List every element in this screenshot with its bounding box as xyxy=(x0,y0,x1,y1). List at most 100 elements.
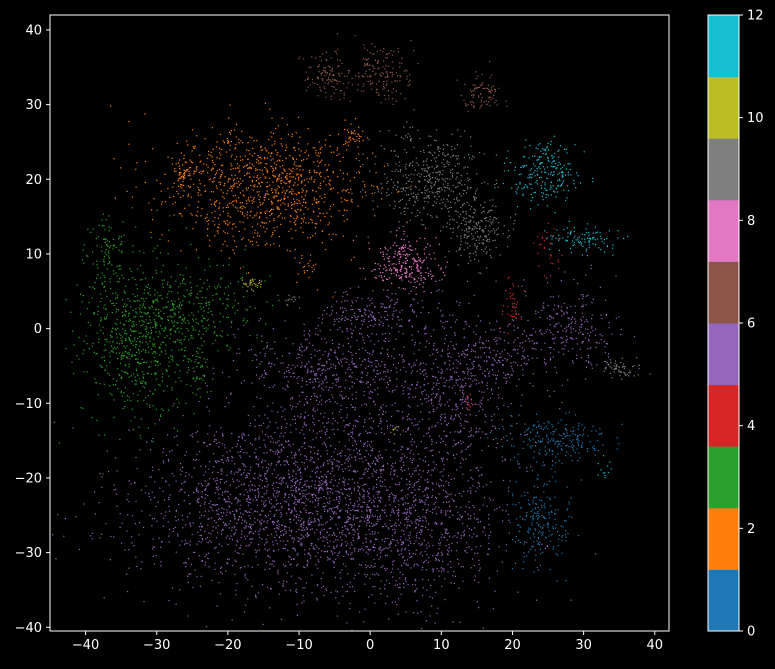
data-point xyxy=(503,372,505,374)
data-point xyxy=(336,154,338,157)
data-point xyxy=(556,323,558,325)
data-point xyxy=(496,339,498,341)
data-point xyxy=(283,460,285,462)
data-point xyxy=(267,586,269,588)
data-point xyxy=(113,484,115,486)
data-point xyxy=(260,524,262,526)
data-point xyxy=(193,551,195,553)
data-point xyxy=(294,461,297,463)
data-point xyxy=(556,313,558,315)
data-point xyxy=(550,347,552,349)
data-point xyxy=(535,331,537,333)
data-point xyxy=(324,474,326,476)
data-point xyxy=(353,425,355,427)
data-point xyxy=(220,566,223,568)
data-point xyxy=(316,466,318,468)
data-point xyxy=(347,368,349,370)
data-point xyxy=(327,511,329,513)
data-point xyxy=(294,248,296,251)
data-point xyxy=(295,473,297,475)
data-point xyxy=(273,220,275,222)
data-point xyxy=(366,157,369,159)
data-point xyxy=(516,385,518,387)
data-point xyxy=(220,189,222,191)
data-point xyxy=(152,555,154,557)
data-point xyxy=(264,355,266,357)
data-point xyxy=(572,338,574,340)
data-point xyxy=(545,362,547,364)
data-point xyxy=(460,412,462,414)
data-point xyxy=(312,521,314,523)
data-point xyxy=(339,517,341,519)
data-point xyxy=(232,481,235,483)
data-point xyxy=(223,498,225,500)
data-point xyxy=(208,502,210,505)
data-point xyxy=(339,577,342,579)
data-point xyxy=(438,542,440,544)
data-point xyxy=(510,403,512,405)
data-point xyxy=(264,568,266,571)
data-point xyxy=(397,450,399,452)
data-point xyxy=(421,393,423,395)
data-point xyxy=(266,427,268,429)
data-point xyxy=(451,379,453,381)
data-point xyxy=(234,158,236,161)
data-point xyxy=(330,313,332,315)
data-point xyxy=(396,426,398,428)
data-point xyxy=(338,478,341,480)
data-point xyxy=(318,488,320,490)
data-point xyxy=(341,365,343,367)
data-point xyxy=(422,519,424,522)
data-point xyxy=(235,509,237,511)
data-point xyxy=(233,534,235,536)
data-point xyxy=(581,306,583,308)
data-point xyxy=(360,520,362,522)
data-point xyxy=(279,435,281,437)
data-point xyxy=(322,540,324,542)
data-point xyxy=(531,347,533,350)
data-point xyxy=(278,581,280,583)
data-point xyxy=(207,484,209,486)
data-point xyxy=(365,367,367,369)
data-point xyxy=(385,602,387,604)
data-point xyxy=(367,372,369,374)
data-point xyxy=(325,588,327,590)
data-point xyxy=(349,454,351,456)
data-point xyxy=(587,294,589,296)
data-point xyxy=(313,547,315,550)
data-point xyxy=(195,214,197,216)
data-point xyxy=(460,418,462,420)
data-point xyxy=(358,450,360,452)
data-point xyxy=(586,366,588,368)
cluster-4-points xyxy=(435,302,547,399)
data-point xyxy=(191,476,193,478)
data-point xyxy=(466,398,468,400)
data-point xyxy=(261,584,264,586)
data-point xyxy=(419,368,421,370)
data-point xyxy=(278,371,280,373)
data-point xyxy=(298,469,300,471)
data-point xyxy=(308,519,310,521)
data-point xyxy=(459,363,461,365)
data-point xyxy=(318,520,320,522)
data-point xyxy=(220,148,222,151)
data-point xyxy=(346,458,348,460)
data-point xyxy=(357,528,359,530)
data-point xyxy=(406,478,408,481)
data-point xyxy=(313,532,316,534)
data-point xyxy=(421,628,423,630)
data-point xyxy=(478,485,481,487)
data-point xyxy=(420,391,422,393)
data-point xyxy=(317,325,319,327)
data-point xyxy=(231,447,233,449)
data-point xyxy=(580,331,582,333)
data-point xyxy=(228,527,230,529)
data-point xyxy=(196,576,198,578)
data-point xyxy=(384,523,386,525)
data-point xyxy=(298,116,300,118)
data-point xyxy=(441,349,444,351)
data-point xyxy=(310,353,312,355)
data-point xyxy=(140,489,143,491)
data-point xyxy=(303,350,305,352)
data-point xyxy=(511,368,513,370)
